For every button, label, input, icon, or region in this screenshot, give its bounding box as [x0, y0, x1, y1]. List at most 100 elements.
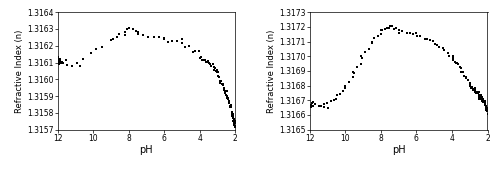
- Point: [481, 102, 489, 104]
- Point: [481, 104, 489, 107]
- Point: [115, 33, 123, 36]
- Point: [377, 32, 385, 35]
- Point: [80, 58, 88, 61]
- Point: [62, 59, 70, 61]
- Point: [438, 47, 446, 49]
- Point: [370, 37, 378, 40]
- Point: [209, 62, 217, 65]
- Point: [196, 57, 204, 60]
- Point: [350, 71, 358, 74]
- Point: [226, 104, 234, 107]
- Point: [402, 32, 410, 34]
- Point: [430, 43, 438, 46]
- Point: [482, 107, 490, 110]
- Point: [336, 92, 344, 95]
- Point: [212, 67, 220, 69]
- Point: [306, 105, 314, 108]
- Point: [210, 68, 218, 71]
- Point: [206, 63, 214, 65]
- Point: [476, 95, 484, 97]
- Point: [482, 106, 490, 108]
- Point: [215, 76, 223, 79]
- X-axis label: pH: pH: [140, 145, 153, 155]
- Point: [324, 102, 332, 104]
- Point: [56, 60, 64, 63]
- Point: [479, 98, 487, 101]
- Point: [54, 60, 62, 62]
- Point: [484, 109, 492, 112]
- Point: [218, 82, 226, 85]
- Point: [121, 34, 129, 36]
- Point: [202, 61, 210, 64]
- Point: [228, 110, 235, 113]
- Point: [306, 104, 314, 107]
- Point: [230, 121, 238, 124]
- Point: [478, 97, 486, 100]
- Point: [210, 65, 218, 68]
- Point: [392, 26, 400, 29]
- X-axis label: pH: pH: [392, 145, 406, 155]
- Point: [473, 90, 481, 93]
- Point: [445, 54, 453, 57]
- Point: [330, 99, 338, 102]
- Point: [204, 60, 212, 63]
- Point: [309, 100, 317, 103]
- Point: [378, 28, 386, 31]
- Point: [430, 40, 438, 43]
- Point: [473, 91, 481, 94]
- Point: [54, 61, 62, 63]
- Point: [182, 46, 190, 49]
- Point: [308, 104, 316, 107]
- Point: [484, 107, 492, 110]
- Point: [113, 36, 121, 38]
- Point: [178, 38, 186, 40]
- Point: [348, 76, 356, 79]
- Point: [98, 45, 106, 48]
- Point: [440, 48, 448, 51]
- Point: [480, 99, 488, 102]
- Point: [56, 58, 64, 61]
- Point: [482, 106, 490, 109]
- Point: [228, 111, 235, 114]
- Point: [454, 62, 462, 65]
- Point: [154, 36, 162, 38]
- Point: [200, 59, 207, 61]
- Point: [478, 96, 486, 99]
- Point: [308, 103, 316, 106]
- Y-axis label: Refractive Index (n): Refractive Index (n): [15, 29, 24, 113]
- Point: [144, 36, 152, 39]
- Point: [308, 104, 316, 106]
- Point: [87, 51, 95, 54]
- Point: [471, 88, 479, 91]
- Point: [55, 59, 63, 62]
- Point: [482, 108, 490, 111]
- Point: [54, 58, 62, 60]
- Point: [230, 115, 237, 118]
- Point: [223, 90, 231, 93]
- Point: [468, 85, 476, 88]
- Point: [395, 29, 403, 31]
- Point: [54, 59, 62, 62]
- Point: [218, 80, 226, 83]
- Point: [228, 114, 236, 117]
- Point: [469, 87, 477, 90]
- Point: [225, 102, 233, 105]
- Point: [57, 62, 65, 65]
- Point: [460, 70, 468, 73]
- Point: [456, 66, 464, 69]
- Point: [311, 103, 319, 106]
- Point: [58, 60, 66, 63]
- Point: [409, 33, 417, 35]
- Point: [109, 37, 117, 40]
- Point: [475, 98, 483, 101]
- Point: [394, 31, 402, 34]
- Point: [164, 41, 172, 44]
- Point: [326, 99, 334, 102]
- Point: [124, 27, 132, 30]
- Point: [475, 91, 483, 94]
- Point: [54, 61, 62, 64]
- Point: [468, 86, 475, 89]
- Point: [228, 115, 236, 118]
- Point: [58, 62, 66, 65]
- Point: [160, 38, 168, 41]
